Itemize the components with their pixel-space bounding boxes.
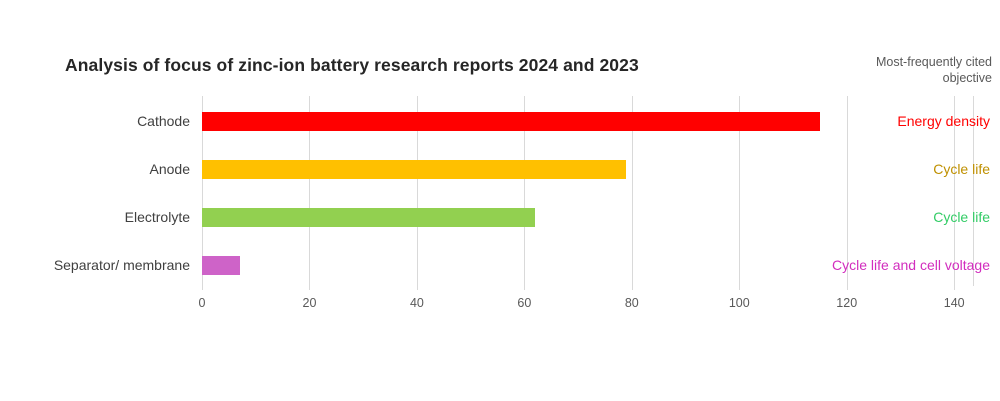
bar-cathode (202, 112, 820, 131)
category-label-electrolyte: Electrolyte (124, 209, 190, 225)
objective-label-anode: Cycle life (933, 161, 990, 177)
bar-row-separator-membrane (202, 256, 973, 275)
x-tick-label-0: 0 (198, 296, 206, 310)
x-tick-label-120: 120 (836, 296, 858, 310)
bar-anode (202, 160, 627, 179)
objective-label-electrolyte: Cycle life (933, 209, 990, 225)
x-tick-label-20: 20 (302, 296, 317, 310)
bar-separator-membrane (202, 256, 240, 275)
objective-label-cathode: Energy density (897, 113, 990, 129)
gridline-x-100 (739, 96, 741, 290)
gridline-x-140 (954, 96, 956, 290)
objective-label-separator-membrane: Cycle life and cell voltage (832, 257, 990, 273)
chart-title: Analysis of focus of zinc-ion battery re… (65, 55, 639, 75)
gridline-x-60 (524, 96, 526, 290)
gridline-x-80 (631, 96, 633, 290)
bar-row-cathode (202, 112, 973, 131)
category-label-cathode: Cathode (137, 113, 190, 129)
objective-column-header: Most-frequently cited objective (875, 55, 992, 85)
bar-electrolyte (202, 208, 536, 227)
category-label-separator-membrane: Separator/ membrane (53, 257, 190, 273)
x-tick-label-140: 140 (943, 296, 965, 310)
x-tick-label-80: 80 (624, 296, 639, 310)
x-tick-label-60: 60 (517, 296, 532, 310)
gridline-x-0 (202, 96, 203, 290)
gridline-x-20 (309, 96, 311, 290)
x-tick-label-100: 100 (728, 296, 750, 310)
category-label-anode: Anode (149, 161, 190, 177)
gridline-x-120 (846, 96, 848, 290)
gridline-x-40 (416, 96, 418, 290)
bar-row-anode (202, 160, 973, 179)
x-tick-label-40: 40 (409, 296, 424, 310)
bar-row-electrolyte (202, 208, 973, 227)
plot-area (202, 96, 974, 290)
